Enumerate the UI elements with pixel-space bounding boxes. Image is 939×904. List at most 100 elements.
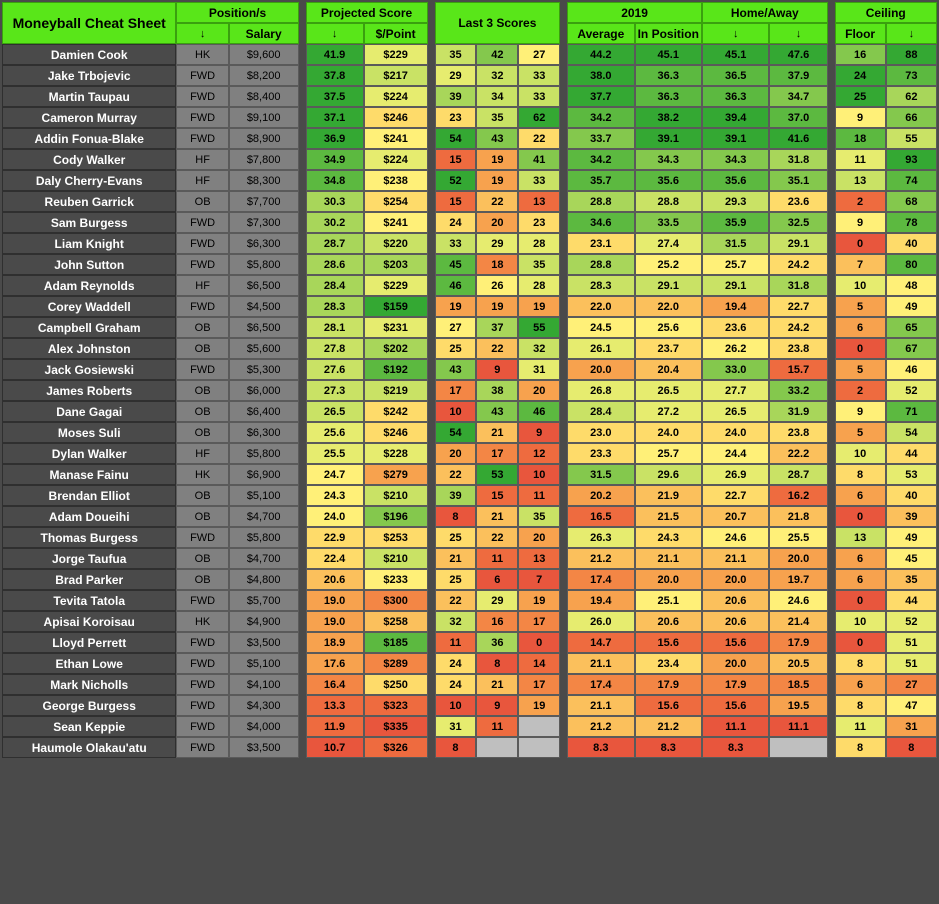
- hdr-salary: Salary: [229, 23, 299, 44]
- last3-score: 13: [518, 191, 560, 212]
- in-position-1: 27.2: [635, 401, 702, 422]
- ceiling: 47: [886, 695, 937, 716]
- hdr-pos-arrow: ↓: [176, 23, 228, 44]
- in-position-1: 35.6: [635, 170, 702, 191]
- last3-score: 36: [476, 632, 518, 653]
- player-salary: $5,800: [229, 527, 299, 548]
- home-away: 16.2: [769, 485, 827, 506]
- table-row: Jorge TaufuaOB$4,70022.4$21021111321.221…: [2, 548, 937, 569]
- avg-2019: 8.3: [567, 737, 634, 758]
- floor: 6: [835, 674, 886, 695]
- in-position-1: 20.4: [635, 359, 702, 380]
- in-position-1: 33.5: [635, 212, 702, 233]
- player-position: OB: [176, 401, 228, 422]
- avg-2019: 21.1: [567, 695, 634, 716]
- home-away: 20.5: [769, 653, 827, 674]
- home-away: 23.8: [769, 338, 827, 359]
- last3-score: 19: [518, 590, 560, 611]
- player-salary: $6,300: [229, 422, 299, 443]
- ceiling: 78: [886, 212, 937, 233]
- in-position-1: 21.9: [635, 485, 702, 506]
- floor: 0: [835, 506, 886, 527]
- last3-score: 28: [518, 233, 560, 254]
- player-name: Brendan Elliot: [2, 485, 176, 506]
- in-position-2: 36.3: [702, 86, 769, 107]
- dollar-per-point: $254: [364, 191, 428, 212]
- home-away: 31.8: [769, 149, 827, 170]
- in-position-1: 20.6: [635, 611, 702, 632]
- floor: 9: [835, 212, 886, 233]
- last3-score: 54: [435, 128, 477, 149]
- dollar-per-point: $228: [364, 443, 428, 464]
- player-position: FWD: [176, 674, 228, 695]
- in-position-2: 26.9: [702, 464, 769, 485]
- player-name: Adam Doueihi: [2, 506, 176, 527]
- projected-score: 34.9: [306, 149, 364, 170]
- table-row: Adam ReynoldsHF$6,50028.4$22946262828.32…: [2, 275, 937, 296]
- in-position-2: 20.6: [702, 590, 769, 611]
- avg-2019: 19.4: [567, 590, 634, 611]
- projected-score: 16.4: [306, 674, 364, 695]
- player-position: FWD: [176, 128, 228, 149]
- last3-score: 62: [518, 107, 560, 128]
- last3-score: 53: [476, 464, 518, 485]
- table-row: Sean KeppieFWD$4,00011.9$335311121.221.2…: [2, 716, 937, 737]
- player-salary: $9,600: [229, 44, 299, 65]
- avg-2019: 23.1: [567, 233, 634, 254]
- last3-score: 20: [476, 212, 518, 233]
- last3-score: 10: [435, 695, 477, 716]
- hdr-average: Average: [567, 23, 634, 44]
- last3-score: 19: [476, 149, 518, 170]
- avg-2019: 16.5: [567, 506, 634, 527]
- last3-score: 25: [435, 569, 477, 590]
- dollar-per-point: $159: [364, 296, 428, 317]
- table-row: Reuben GarrickOB$7,70030.3$25415221328.8…: [2, 191, 937, 212]
- last3-score: 10: [435, 401, 477, 422]
- projected-score: 20.6: [306, 569, 364, 590]
- dollar-per-point: $202: [364, 338, 428, 359]
- player-position: FWD: [176, 233, 228, 254]
- floor: 7: [835, 254, 886, 275]
- last3-score: 11: [518, 485, 560, 506]
- floor: 0: [835, 590, 886, 611]
- ceiling: 51: [886, 653, 937, 674]
- ceiling: 73: [886, 65, 937, 86]
- table-row: Dylan WalkerHF$5,80025.5$22820171223.325…: [2, 443, 937, 464]
- in-position-1: 20.0: [635, 569, 702, 590]
- projected-score: 37.5: [306, 86, 364, 107]
- player-name: Damien Cook: [2, 44, 176, 65]
- last3-score: [518, 716, 560, 737]
- last3-score: 35: [476, 107, 518, 128]
- last3-score: 19: [518, 695, 560, 716]
- player-salary: $8,900: [229, 128, 299, 149]
- player-salary: $6,900: [229, 464, 299, 485]
- dollar-per-point: $250: [364, 674, 428, 695]
- table-row: Brad ParkerOB$4,80020.6$233256717.420.02…: [2, 569, 937, 590]
- ceiling: 93: [886, 149, 937, 170]
- player-position: FWD: [176, 737, 228, 758]
- last3-score: 19: [435, 296, 477, 317]
- last3-score: 33: [518, 65, 560, 86]
- ceiling: 49: [886, 527, 937, 548]
- dollar-per-point: $203: [364, 254, 428, 275]
- projected-score: 30.2: [306, 212, 364, 233]
- player-position: HK: [176, 44, 228, 65]
- dollar-per-point: $242: [364, 401, 428, 422]
- in-position-1: 45.1: [635, 44, 702, 65]
- player-name: Daly Cherry-Evans: [2, 170, 176, 191]
- player-salary: $7,300: [229, 212, 299, 233]
- ceiling: 44: [886, 590, 937, 611]
- last3-score: 43: [476, 401, 518, 422]
- hdr-ceil-arrow: ↓: [886, 23, 937, 44]
- player-salary: $9,100: [229, 107, 299, 128]
- player-name: Jorge Taufua: [2, 548, 176, 569]
- last3-score: 22: [435, 464, 477, 485]
- player-name: Manase Fainu: [2, 464, 176, 485]
- player-position: OB: [176, 506, 228, 527]
- dollar-per-point: $231: [364, 317, 428, 338]
- projected-score: 19.0: [306, 611, 364, 632]
- hdr-inpos: In Position: [635, 23, 702, 44]
- player-name: Alex Johnston: [2, 338, 176, 359]
- in-position-2: 22.7: [702, 485, 769, 506]
- floor: 5: [835, 296, 886, 317]
